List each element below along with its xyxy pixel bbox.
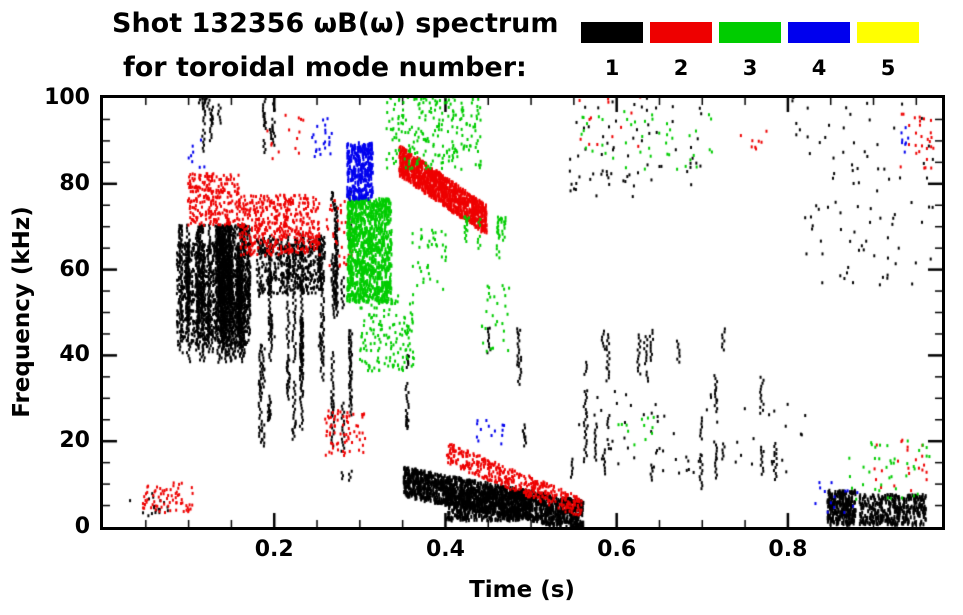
y-tick-label: 0 xyxy=(74,514,90,539)
x-axis-label: Time (s) xyxy=(469,577,575,603)
x-tick-label: 0.4 xyxy=(425,537,465,562)
x-tick-label: 0.6 xyxy=(597,537,637,562)
legend-swatches xyxy=(581,22,919,43)
legend-swatch-mode-3 xyxy=(719,22,781,43)
x-tick-label: 0.8 xyxy=(768,537,808,562)
y-tick-label: 60 xyxy=(59,256,90,282)
legend-swatch-mode-5 xyxy=(857,22,919,43)
y-tick-label: 80 xyxy=(59,170,90,196)
legend-swatch-mode-2 xyxy=(650,22,712,43)
legend-swatch-mode-4 xyxy=(788,22,850,43)
legend-label-mode-2: 2 xyxy=(673,56,689,80)
legend-label-mode-4: 4 xyxy=(811,56,827,80)
x-tick-label: 0.2 xyxy=(254,537,294,562)
y-tick-label: 40 xyxy=(59,342,90,368)
plot-canvas xyxy=(103,98,942,527)
legend-labels: 1 2 3 4 5 xyxy=(581,56,919,80)
y-axis-label: Frequency (kHz) xyxy=(9,206,35,418)
plot-subtitle: for toroidal mode number: xyxy=(123,52,527,83)
y-tick-label: 100 xyxy=(44,85,90,110)
y-tick-label: 20 xyxy=(59,428,90,454)
legend-label-mode-5: 5 xyxy=(880,56,896,80)
plot-frame xyxy=(100,95,945,530)
legend-label-mode-1: 1 xyxy=(604,56,620,80)
legend-swatch-mode-1 xyxy=(581,22,643,43)
legend-label-mode-3: 3 xyxy=(742,56,758,80)
plot-title: Shot 132356 ωB(ω) spectrum xyxy=(112,8,559,39)
